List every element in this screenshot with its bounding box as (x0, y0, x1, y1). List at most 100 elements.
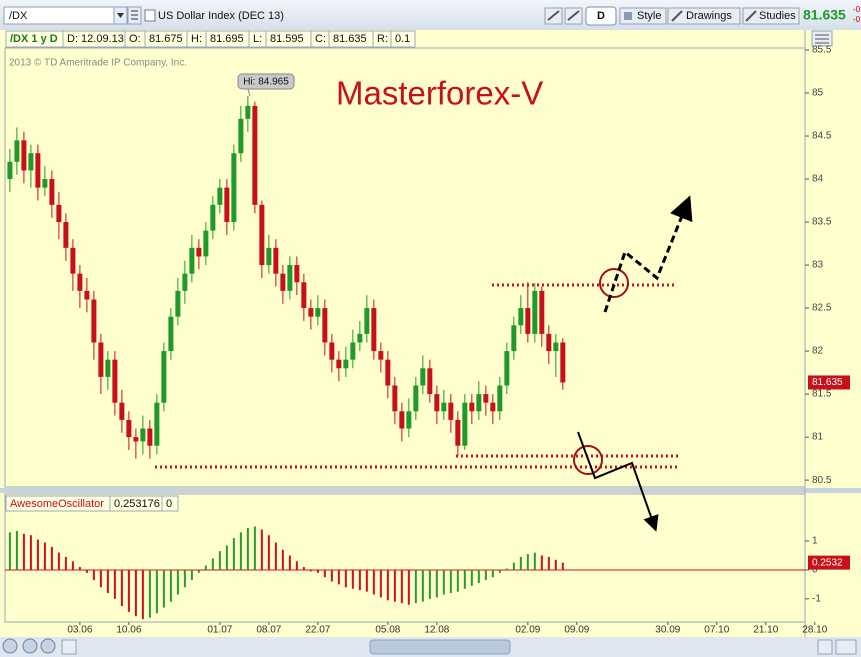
last-price-label: 81.635 (812, 377, 843, 388)
change: -0. (853, 5, 861, 14)
oscillator-bar (505, 568, 508, 570)
candle-body (392, 385, 398, 412)
candle-body (70, 247, 76, 274)
last-value-label: 0.2532 (812, 557, 843, 568)
oscillator-bar (127, 569, 130, 612)
oscillator-bar (526, 554, 529, 570)
oscillator-bar (337, 569, 340, 585)
x-tick-label: 02.09 (515, 625, 540, 636)
settings-icon (815, 34, 829, 44)
arrow-up[interactable] (603, 195, 693, 313)
candle-body (427, 368, 433, 395)
drawings-button[interactable] (667, 7, 741, 25)
oscillator-bar (274, 542, 277, 570)
change: -0. (853, 15, 861, 24)
oscillator-bar (372, 569, 375, 595)
x-tick-label: 01.07 (207, 625, 232, 636)
info-close: 81.635 (333, 33, 367, 45)
candle-body (294, 265, 300, 283)
x-tick-label: 30.09 (655, 625, 680, 636)
oscillator-bar (309, 569, 312, 572)
candle-body (119, 402, 125, 420)
oscillator-bar (344, 569, 347, 588)
hi-label: Hi: 84.965 (243, 77, 289, 88)
oscillator-bar (295, 561, 298, 570)
candle-body (518, 308, 524, 326)
x-tick-label: 09.09 (564, 625, 589, 636)
style-label: Style (637, 10, 661, 22)
circle-marker[interactable] (599, 268, 629, 298)
symbol: /DX (9, 10, 28, 22)
oscillator-bar (120, 569, 123, 607)
info-open: 81.675 (149, 33, 183, 45)
chart-area (0, 30, 861, 637)
arrow-down[interactable] (577, 431, 659, 532)
info-bar: /DX 1 y D D: 12.09.13 O: 81.675 H: 81.69… (5, 30, 833, 48)
candle-body (539, 290, 545, 334)
x-tick-label: 03.06 (67, 625, 92, 636)
candle-body (441, 402, 447, 412)
oscillator-bar (470, 569, 473, 586)
symbol-period: /DX 1 y D (10, 33, 58, 45)
scroll-thumb[interactable] (369, 639, 511, 655)
scroll-right[interactable] (817, 639, 833, 655)
candle-body (399, 411, 405, 429)
oscillator-bar (484, 569, 487, 581)
candle-body (56, 204, 62, 223)
oscillator-bar (99, 569, 102, 588)
y-tick-label: 85.5 (812, 45, 832, 56)
candle-body (266, 247, 272, 266)
y-tick-label: 82.5 (812, 303, 832, 314)
expand-button[interactable] (835, 639, 857, 655)
oscillator-bar (393, 569, 396, 602)
oscillator-bar (176, 569, 179, 595)
y-tick-label: 82 (812, 346, 824, 357)
candle-body (280, 273, 286, 291)
candle-body (483, 394, 489, 403)
description: US Dollar Index (DEC 13) (158, 10, 284, 22)
x-tick-label: 07.10 (704, 625, 729, 636)
candle-body (175, 290, 181, 317)
oscillator-bar (498, 569, 501, 573)
candle-body (434, 394, 440, 412)
oscillator-bar (253, 526, 256, 570)
studies-label: Studies (759, 10, 796, 22)
study-name: AwesomeOscillator (10, 498, 104, 510)
candle-body (357, 333, 363, 343)
menu-icon (131, 10, 138, 20)
studies-button[interactable] (742, 7, 800, 25)
oscillator-bar (162, 569, 165, 608)
x-tick-label: 21.10 (753, 625, 778, 636)
pan-button[interactable] (2, 638, 18, 654)
oscillator-bar (190, 569, 193, 581)
x-tick-label: 08.07 (256, 625, 281, 636)
oscillator-bar (421, 569, 424, 602)
candle-body (14, 140, 20, 162)
zoom-in-button[interactable] (22, 638, 38, 654)
candle-body (308, 308, 314, 317)
y-tick-label: -1 (812, 594, 821, 605)
candle-body (315, 308, 321, 317)
candle-body (224, 187, 230, 223)
oscillator-bar (106, 569, 109, 594)
y-tick-label: 83.5 (812, 217, 832, 228)
oscillator-bar (379, 569, 382, 598)
style-icon (624, 12, 632, 20)
zoom-out-button[interactable] (40, 638, 56, 654)
candle-body (462, 402, 468, 446)
oscillator-bar (113, 569, 116, 599)
y-tick-label: 81 (812, 432, 824, 443)
circle-marker[interactable] (573, 445, 603, 475)
panel-divider[interactable] (0, 488, 861, 493)
oscillator-bar (134, 569, 137, 617)
oscillator-bar (92, 569, 95, 581)
oscillator-bar (260, 529, 263, 570)
scroll-left[interactable] (61, 639, 77, 655)
period-button[interactable] (585, 6, 617, 26)
hi-label-box (237, 73, 295, 90)
candle-body (525, 308, 531, 334)
y-tick-label: 84 (812, 174, 824, 185)
tool-icon (547, 10, 580, 21)
candle-body (196, 247, 202, 257)
candle-body (252, 105, 258, 205)
